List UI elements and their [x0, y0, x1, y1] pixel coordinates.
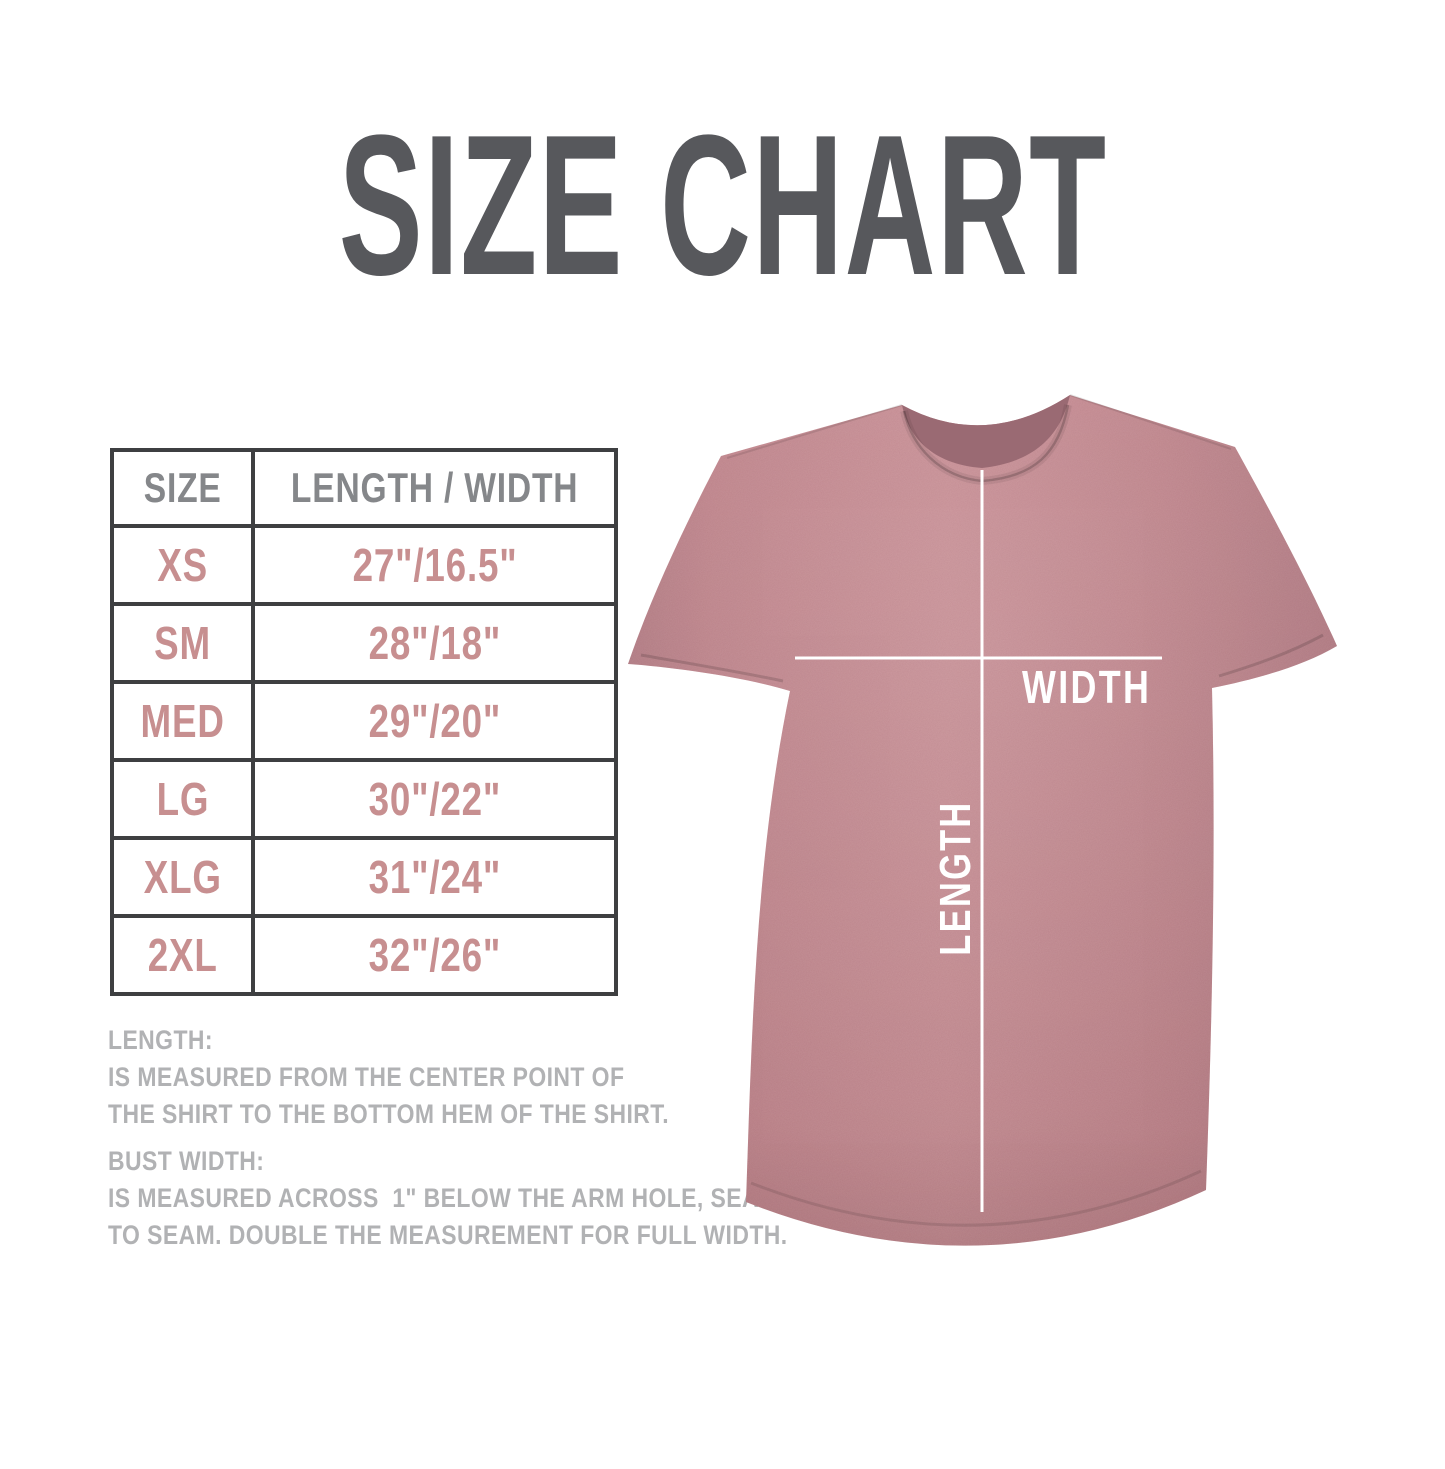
size-cell: MED	[110, 680, 255, 762]
right-sleeve-hem-seam	[1218, 633, 1324, 678]
right-shoulder-seam	[1069, 394, 1232, 450]
size-value: SM	[154, 617, 211, 669]
table-row: LG 30"/22"	[110, 758, 619, 840]
header-cell-length-width: LENGTH / WIDTH	[250, 448, 619, 528]
measurement-notes: LENGTH: IS MEASURED FROM THE CENTER POIN…	[108, 1022, 788, 1264]
table-header-row: SIZE LENGTH / WIDTH	[110, 448, 619, 528]
size-cell: LG	[110, 758, 255, 840]
size-value: 2XL	[147, 929, 218, 981]
bust-width-note-line: IS MEASURED ACROSS 1" BELOW THE ARM HOLE…	[108, 1183, 779, 1213]
size-cell: 2XL	[110, 914, 255, 996]
header-cell-size: SIZE	[110, 448, 255, 528]
size-value: XS	[157, 539, 208, 591]
size-value: XLG	[143, 851, 222, 903]
size-cell: XLG	[110, 836, 255, 918]
length-width-value: 31"/24"	[368, 851, 501, 903]
length-width-cell: 27"/16.5"	[250, 524, 619, 606]
length-width-cell: 30"/22"	[250, 758, 619, 840]
table-row: SM 28"/18"	[110, 602, 619, 684]
length-note-heading: LENGTH:	[108, 1025, 213, 1055]
length-width-value: 32"/26"	[368, 929, 501, 981]
left-shoulder-seam	[726, 404, 903, 459]
size-cell: XS	[110, 524, 255, 606]
header-size-label: SIZE	[143, 464, 222, 511]
length-width-value: 30"/22"	[368, 773, 501, 825]
collar-opening	[902, 395, 1070, 468]
length-width-cell: 28"/18"	[250, 602, 619, 684]
bust-width-note-heading: BUST WIDTH:	[108, 1146, 265, 1176]
left-sleeve-hem-seam	[640, 653, 784, 683]
bust-width-note-line: TO SEAM. DOUBLE THE MEASUREMENT FOR FULL…	[108, 1220, 788, 1250]
width-label: WIDTH	[1022, 661, 1152, 713]
size-cell: SM	[110, 602, 255, 684]
length-width-value: 29"/20"	[368, 695, 501, 747]
tshirt-illustration	[628, 394, 1337, 1246]
table-row: XLG 31"/24"	[110, 836, 619, 918]
table-row: 2XL 32"/26"	[110, 914, 619, 996]
size-table: SIZE LENGTH / WIDTH XS 27"/16.5" SM 28"/…	[110, 448, 619, 996]
size-value: LG	[156, 773, 209, 825]
length-label: LENGTH	[931, 800, 980, 956]
length-width-value: 28"/18"	[368, 617, 501, 669]
length-width-cell: 32"/26"	[250, 914, 619, 996]
size-table-header: SIZE LENGTH / WIDTH	[110, 448, 619, 528]
length-note-line: THE SHIRT TO THE BOTTOM HEM OF THE SHIRT…	[108, 1099, 670, 1129]
table-row: XS 27"/16.5"	[110, 524, 619, 606]
size-value: MED	[140, 695, 225, 747]
table-row: MED 29"/20"	[110, 680, 619, 762]
page-title-text: SIZE CHART	[338, 94, 1107, 317]
length-width-cell: 29"/20"	[250, 680, 619, 762]
header-length-width-label: LENGTH / WIDTH	[290, 464, 579, 511]
shirt-fabric-texture	[628, 395, 1337, 1246]
length-width-value: 27"/16.5"	[352, 539, 518, 591]
length-note-line: IS MEASURED FROM THE CENTER POINT OF	[108, 1062, 625, 1092]
length-note: LENGTH: IS MEASURED FROM THE CENTER POIN…	[108, 1022, 703, 1133]
size-table-body: XS 27"/16.5" SM 28"/18" MED 29"/20" LG 3…	[110, 524, 619, 996]
page-title: SIZE CHART	[0, 106, 1445, 306]
bottom-hem-seam	[750, 1169, 1202, 1227]
length-width-cell: 31"/24"	[250, 836, 619, 918]
bust-width-note: BUST WIDTH: IS MEASURED ACROSS 1" BELOW …	[108, 1143, 788, 1254]
tshirt-graphic: WIDTH LENGTH	[615, 365, 1355, 1265]
